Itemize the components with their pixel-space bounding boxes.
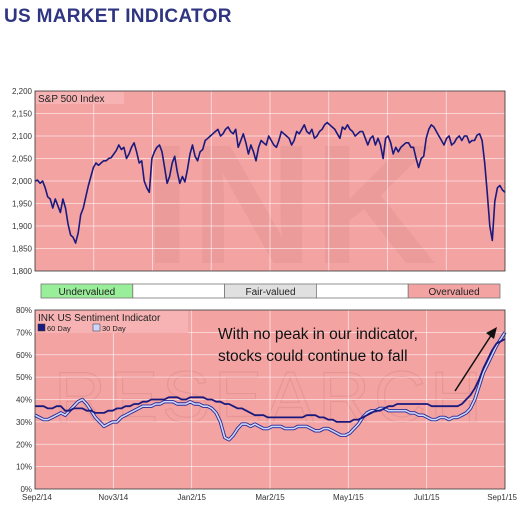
sentiment-y-tick-label: 0% [20, 485, 32, 494]
legend-label-60-day: 60 Day [47, 324, 71, 333]
valuation-legend-bar: Undervalued Fair-valued Overvalued [40, 283, 501, 299]
sentiment-title: INK US Sentiment Indicator [38, 313, 161, 324]
annotation-arrow [454, 333, 493, 392]
sp500-chart: INK 1,8001,8501,9001,9502,0002,0502,1002… [12, 87, 506, 300]
legend-cell-label: Fair-valued [245, 287, 295, 298]
sp500-y-tick-label: 2,200 [12, 87, 33, 96]
sp500-y-tick-label: 2,000 [12, 177, 33, 186]
sentiment-legend: 60 Day 30 Day [37, 323, 126, 333]
sp500-y-tick-label: 2,150 [12, 110, 33, 119]
sp500-y-tick-label: 1,850 [12, 245, 33, 254]
sentiment-chart: RESEARCH 0% 10% 20% 30% 40% 50% 60% 70% 80% Sep2… [16, 306, 518, 502]
sp500-y-axis: 1,800 1,850 1,900 1,950 2,000 2,050 2,100 2,150… [12, 87, 33, 276]
legend-cell-label: Undervalued [59, 287, 116, 298]
annotation-arrowhead [486, 327, 497, 339]
sp500-y-tick-label: 1,800 [12, 267, 33, 276]
sp500-y-tick-label: 2,100 [12, 132, 33, 141]
sp500-title-box [36, 92, 124, 104]
legend-cell [315, 283, 409, 299]
sentiment-y-tick-label: 10% [16, 463, 32, 472]
sentiment-y-tick-label: 60% [16, 351, 32, 360]
sentiment-x-tick-label: Jul1/15 [414, 493, 440, 502]
sentiment-x-tick-label: May1/15 [333, 493, 364, 502]
sentiment-y-tick-label: 20% [16, 440, 32, 449]
sentiment-x-tick-label: Sep1/15 [487, 493, 517, 502]
sentiment-y-tick-label: 40% [16, 396, 32, 405]
series-60-day-line [35, 338, 506, 423]
sp500-title: S&P 500 Index [38, 94, 105, 105]
sp500-plot-frame [34, 90, 506, 272]
legend-label-30-day: 30 Day [102, 324, 126, 333]
series-30-day-line [34, 331, 506, 441]
sentiment-watermark: RESEARCH [54, 358, 486, 438]
sentiment-x-tick-label: Jan2/15 [177, 493, 206, 502]
annotation-line-1: With no peak in our indicator, [218, 326, 418, 343]
sentiment-y-tick-label: 30% [16, 418, 32, 427]
legend-cell [407, 283, 501, 299]
sentiment-x-axis: Sep2/14 Nov3/14 Jan2/15 Mar2/15 May1/15 Jul1/… [22, 493, 518, 502]
sentiment-y-tick-label: 50% [16, 373, 32, 382]
page-title: US MARKET INDICATOR [4, 6, 232, 27]
sentiment-x-tick-label: Mar2/15 [255, 493, 285, 502]
sentiment-x-tick-label: Sep2/14 [22, 493, 52, 502]
sp500-y-tick-label: 2,050 [12, 155, 33, 164]
sp500-y-tick-label: 1,950 [12, 200, 33, 209]
legend-cell-label: Overvalued [429, 287, 480, 298]
sp500-y-tick-label: 1,900 [12, 222, 33, 231]
sp500-series-line [34, 121, 506, 244]
sentiment-title-box [36, 311, 188, 333]
sentiment-y-axis: 0% 10% 20% 30% 40% 50% 60% 70% 80% [16, 306, 32, 494]
sentiment-y-tick-label: 70% [16, 328, 32, 337]
sentiment-y-tick-label: 80% [16, 306, 32, 315]
sentiment-plot-frame [34, 309, 506, 490]
legend-cell [132, 283, 226, 299]
legend-swatch-30-day [92, 323, 101, 332]
legend-swatch-60-day [37, 323, 46, 332]
sentiment-x-tick-label: Nov3/14 [98, 493, 128, 502]
annotation-line-2: stocks could continue to fall [218, 348, 408, 365]
